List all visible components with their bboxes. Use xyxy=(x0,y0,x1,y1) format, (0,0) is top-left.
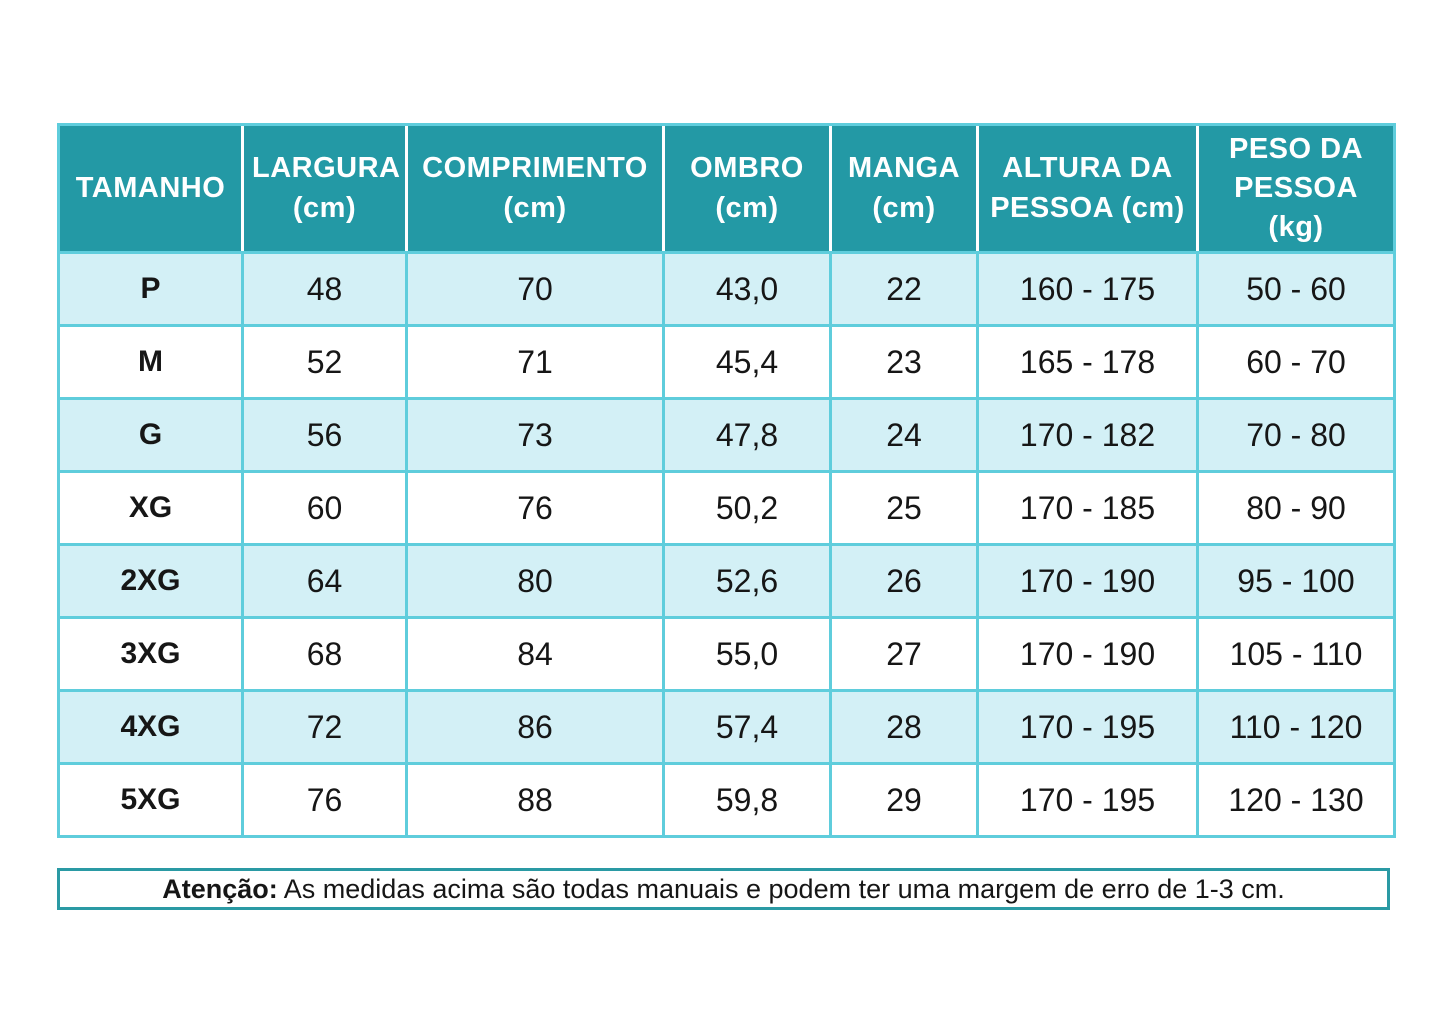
value-cell: 86 xyxy=(408,689,665,762)
value-cell: 25 xyxy=(832,470,979,543)
value-cell: 88 xyxy=(408,762,665,835)
table-row-xg: XG 60 76 50,2 25 170 - 185 80 - 90 xyxy=(60,470,1393,543)
attention-label: Atenção: xyxy=(162,873,278,904)
value-cell: 55,0 xyxy=(665,616,832,689)
table-row-p: P 48 70 43,0 22 160 - 175 50 - 60 xyxy=(60,251,1393,324)
value-cell: 110 - 120 xyxy=(1199,689,1393,762)
value-cell: 70 - 80 xyxy=(1199,397,1393,470)
size-cell: 2XG xyxy=(60,543,244,616)
value-cell: 57,4 xyxy=(665,689,832,762)
value-cell: 76 xyxy=(244,762,408,835)
size-cell: M xyxy=(60,324,244,397)
table-row-2xg: 2XG 64 80 52,6 26 170 - 190 95 - 100 xyxy=(60,543,1393,616)
value-cell: 170 - 190 xyxy=(979,543,1199,616)
value-cell: 160 - 175 xyxy=(979,251,1199,324)
value-cell: 24 xyxy=(832,397,979,470)
value-cell: 47,8 xyxy=(665,397,832,470)
column-header-ombro: OMBRO (cm) xyxy=(665,126,832,251)
size-cell: P xyxy=(60,251,244,324)
value-cell: 170 - 190 xyxy=(979,616,1199,689)
header-row: TAMANHO LARGURA (cm) COMPRIMENTO (cm) OMBRO… xyxy=(60,126,1393,251)
column-header-altura-da-pessoa: ALTURA DA PESSOA (cm) xyxy=(979,126,1199,251)
value-cell: 50,2 xyxy=(665,470,832,543)
value-cell: 52,6 xyxy=(665,543,832,616)
size-cell: 4XG xyxy=(60,689,244,762)
size-cell: 3XG xyxy=(60,616,244,689)
attention-text: As medidas acima são todas manuais e pod… xyxy=(277,873,1285,904)
column-header-manga: MANGA (cm) xyxy=(832,126,979,251)
value-cell: 60 xyxy=(244,470,408,543)
value-cell: 80 xyxy=(408,543,665,616)
size-cell: XG xyxy=(60,470,244,543)
value-cell: 29 xyxy=(832,762,979,835)
size-table-body: P 48 70 43,0 22 160 - 175 50 - 60 M 52 71 45,4 23 16… xyxy=(60,251,1393,835)
size-cell: 5XG xyxy=(60,762,244,835)
size-cell: G xyxy=(60,397,244,470)
table-row-g: G 56 73 47,8 24 170 - 182 70 - 80 xyxy=(60,397,1393,470)
size-table-header: TAMANHO LARGURA (cm) COMPRIMENTO (cm) OMBRO… xyxy=(60,126,1393,251)
value-cell: 170 - 195 xyxy=(979,689,1199,762)
value-cell: 105 - 110 xyxy=(1199,616,1393,689)
value-cell: 72 xyxy=(244,689,408,762)
value-cell: 59,8 xyxy=(665,762,832,835)
value-cell: 170 - 182 xyxy=(979,397,1199,470)
value-cell: 43,0 xyxy=(665,251,832,324)
value-cell: 45,4 xyxy=(665,324,832,397)
value-cell: 64 xyxy=(244,543,408,616)
value-cell: 73 xyxy=(408,397,665,470)
value-cell: 68 xyxy=(244,616,408,689)
table-row-5xg: 5XG 76 88 59,8 29 170 - 195 120 - 130 xyxy=(60,762,1393,835)
column-header-tamanho: TAMANHO xyxy=(60,126,244,251)
value-cell: 71 xyxy=(408,324,665,397)
value-cell: 52 xyxy=(244,324,408,397)
value-cell: 95 - 100 xyxy=(1199,543,1393,616)
value-cell: 60 - 70 xyxy=(1199,324,1393,397)
value-cell: 27 xyxy=(832,616,979,689)
column-header-peso-da-pessoa: PESO DA PESSOA (kg) xyxy=(1199,126,1393,251)
column-header-comprimento: COMPRIMENTO (cm) xyxy=(408,126,665,251)
attention-note: Atenção: As medidas acima são todas manu… xyxy=(57,868,1390,910)
size-table: TAMANHO LARGURA (cm) COMPRIMENTO (cm) OMBRO… xyxy=(57,123,1396,838)
value-cell: 26 xyxy=(832,543,979,616)
value-cell: 48 xyxy=(244,251,408,324)
table-row-3xg: 3XG 68 84 55,0 27 170 - 190 105 - 110 xyxy=(60,616,1393,689)
value-cell: 80 - 90 xyxy=(1199,470,1393,543)
value-cell: 23 xyxy=(832,324,979,397)
value-cell: 70 xyxy=(408,251,665,324)
value-cell: 56 xyxy=(244,397,408,470)
table-row-4xg: 4XG 72 86 57,4 28 170 - 195 110 - 120 xyxy=(60,689,1393,762)
value-cell: 28 xyxy=(832,689,979,762)
value-cell: 84 xyxy=(408,616,665,689)
value-cell: 76 xyxy=(408,470,665,543)
value-cell: 170 - 195 xyxy=(979,762,1199,835)
value-cell: 22 xyxy=(832,251,979,324)
value-cell: 165 - 178 xyxy=(979,324,1199,397)
table-row-m: M 52 71 45,4 23 165 - 178 60 - 70 xyxy=(60,324,1393,397)
value-cell: 120 - 130 xyxy=(1199,762,1393,835)
value-cell: 170 - 185 xyxy=(979,470,1199,543)
column-header-largura: LARGURA (cm) xyxy=(244,126,408,251)
value-cell: 50 - 60 xyxy=(1199,251,1393,324)
